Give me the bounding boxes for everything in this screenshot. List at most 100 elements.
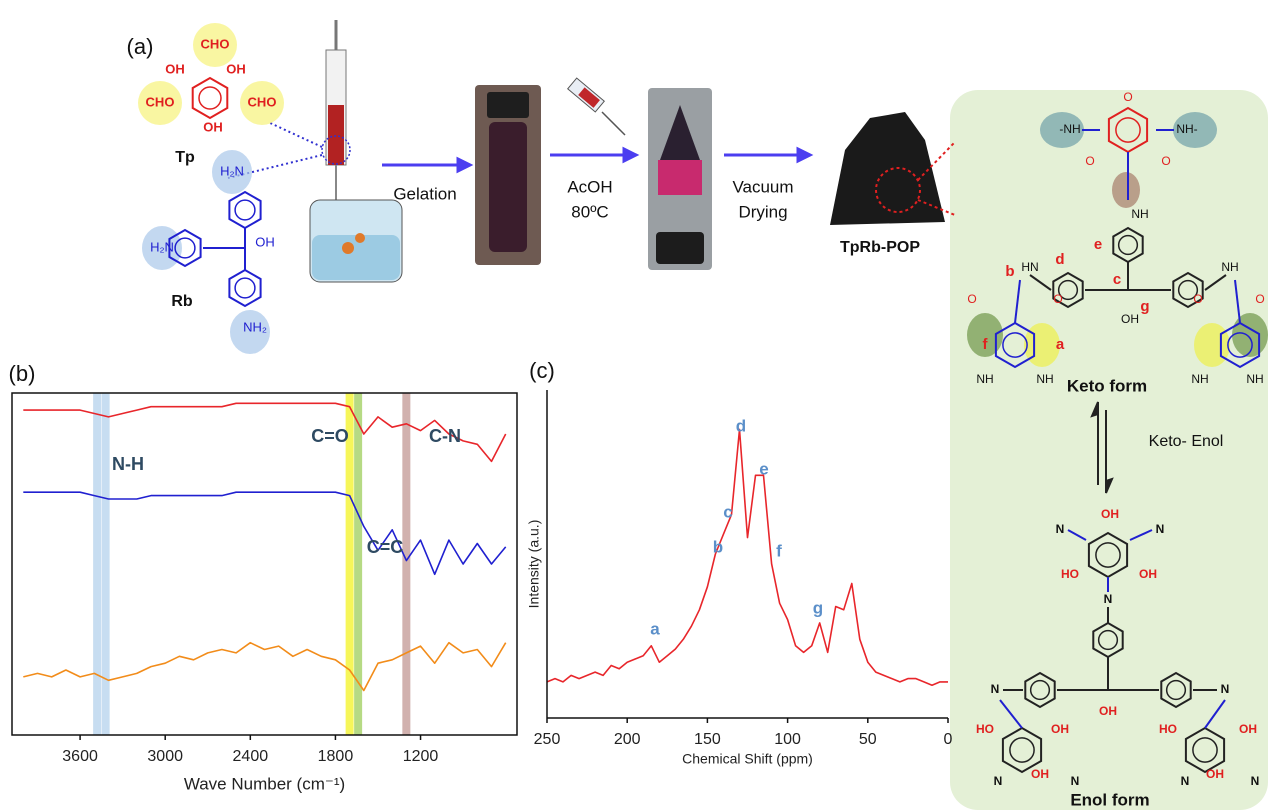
y-axis-title: Intensity (a.u.)	[526, 520, 542, 609]
x-tick-label: 100	[774, 731, 801, 748]
annotation: g	[813, 598, 823, 617]
band	[93, 393, 101, 735]
ring	[229, 270, 260, 306]
enol-group: N	[994, 774, 1003, 788]
form-title: Keto form	[1067, 376, 1147, 395]
site-label: d	[1055, 251, 1064, 268]
annotation: N-H	[112, 454, 144, 474]
rb-group: OH	[255, 234, 275, 249]
keto-group: OH	[1121, 312, 1139, 326]
rb-group: NH₂	[243, 319, 267, 334]
keto-group: NH	[1131, 207, 1148, 221]
x-tick-label: 1200	[403, 748, 439, 765]
vial-cap	[656, 232, 704, 264]
rb-group: H₂N	[150, 239, 174, 254]
keto-group: O	[1053, 292, 1062, 306]
step-label: AcOH	[567, 177, 612, 196]
product-name: TpRb-POP	[840, 239, 920, 256]
enol-group: OH	[1239, 722, 1257, 736]
site-label: g	[1140, 298, 1149, 315]
keto-group: NH-	[1176, 122, 1197, 136]
figure: (a)CHOCHOCHOOHOHOHTpH₂NH₂NNH₂OHRbGelatio…	[0, 0, 1270, 812]
enol-group: OH	[1051, 722, 1069, 736]
enol-group: HO	[1159, 722, 1177, 736]
panel-label: (c)	[529, 358, 555, 383]
enol-group: N	[991, 682, 1000, 696]
step-label: 80ºC	[571, 202, 608, 221]
highlight	[1112, 172, 1140, 208]
annotation: e	[759, 459, 768, 478]
photo-product	[830, 112, 945, 225]
step-label: Drying	[738, 202, 787, 221]
x-tick-label: 150	[694, 731, 721, 748]
annotation: f	[776, 541, 782, 560]
keto-group: NH	[1191, 372, 1208, 386]
step-label: Vacuum	[732, 177, 793, 196]
ring-inner	[199, 87, 221, 109]
enol-group: OH	[1101, 507, 1119, 521]
enol-group: OH	[1206, 767, 1224, 781]
ring	[229, 192, 260, 228]
keto-group: O	[1123, 90, 1132, 104]
x-tick-label: 1800	[318, 748, 354, 765]
tp-group: OH	[203, 119, 223, 134]
band	[402, 393, 410, 735]
tp-group: CHO	[201, 36, 230, 51]
site-label: e	[1094, 236, 1102, 253]
rb-group: H₂N	[220, 163, 244, 178]
vial-liquid	[658, 160, 702, 195]
enol-group: N	[1056, 522, 1065, 536]
tp-group: OH	[165, 61, 185, 76]
enol-group: N	[1071, 774, 1080, 788]
panel-label: (b)	[9, 361, 36, 386]
process-arrows	[382, 149, 810, 171]
ring-inner	[235, 200, 255, 220]
spectrum	[547, 429, 948, 685]
enol-group: OH	[1031, 767, 1049, 781]
keto-group: NH	[1036, 372, 1053, 386]
pointer	[268, 122, 322, 147]
jar-liquid	[312, 235, 400, 280]
ring-inner	[235, 278, 255, 298]
form-title: Enol form	[1070, 790, 1149, 809]
keto-group: O	[1255, 292, 1264, 306]
enol-group: HO	[1061, 567, 1079, 581]
enol-group: N	[1156, 522, 1165, 536]
keto-group: O	[967, 292, 976, 306]
highlight	[1194, 323, 1230, 367]
x-axis-title: Wave Number (cm⁻¹)	[184, 774, 345, 793]
x-tick-label: 3000	[147, 748, 183, 765]
droplet	[355, 233, 365, 243]
site-label: a	[1056, 336, 1065, 353]
panel-label: (a)	[127, 34, 154, 59]
annotation: C=C	[367, 537, 404, 557]
ring	[193, 78, 228, 118]
annotation: C-N	[429, 426, 461, 446]
step-label: Gelation	[393, 184, 456, 203]
x-tick-label: 50	[859, 731, 877, 748]
enol-group: N	[1251, 774, 1260, 788]
keto-group: HN	[1021, 260, 1038, 274]
band	[102, 393, 110, 735]
site-label: b	[1005, 263, 1014, 280]
keto-group: O	[1193, 292, 1202, 306]
syringe-liquid	[328, 105, 344, 165]
monomer-name: Tp	[175, 149, 195, 166]
droplet	[342, 242, 354, 254]
tp-group: CHO	[146, 94, 175, 109]
small-syringe	[568, 78, 625, 135]
equilibrium-label: Keto- Enol	[1149, 433, 1224, 450]
annotation: d	[736, 416, 746, 435]
enol-group: OH	[1139, 567, 1157, 581]
tp-group: CHO	[248, 94, 277, 109]
annotation: b	[713, 537, 723, 556]
keto-group: NH	[1221, 260, 1238, 274]
annotation: c	[723, 502, 732, 521]
enol-group: N	[1104, 592, 1113, 606]
keto-group: O	[1161, 154, 1170, 168]
x-tick-label: 3600	[62, 748, 98, 765]
keto-group: O	[1085, 154, 1094, 168]
x-tick-label: 2400	[233, 748, 269, 765]
vial-cap	[487, 92, 529, 118]
x-tick-label: 250	[534, 731, 561, 748]
